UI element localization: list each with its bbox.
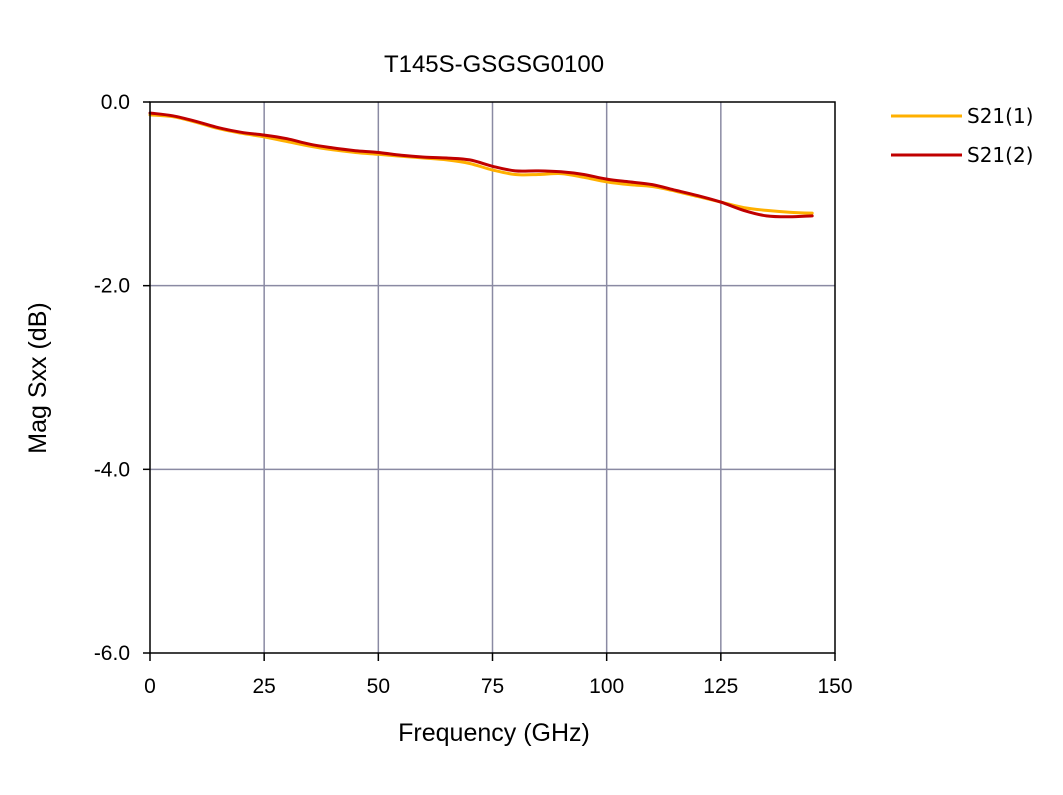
x-tick-label: 50 bbox=[367, 675, 390, 698]
series-line-2 bbox=[148, 111, 814, 219]
y-tick-label: -2.0 bbox=[94, 275, 130, 298]
plot-area-frame bbox=[149, 101, 836, 654]
series-lines bbox=[148, 111, 814, 219]
y-axis-label: Mag Sxx (dB) bbox=[24, 302, 52, 453]
y-tick-label: -6.0 bbox=[94, 642, 130, 665]
x-tick-label: 0 bbox=[144, 675, 156, 698]
y-tick-label: -4.0 bbox=[94, 458, 130, 481]
y-axis-ticks: 0.0 -2.0 -4.0 -6.0 bbox=[94, 91, 150, 665]
x-tick-label: 25 bbox=[252, 675, 275, 698]
x-axis-ticks: 0 25 50 75 100 125 150 bbox=[144, 653, 853, 698]
legend-label-s21-1: S21(1) bbox=[967, 104, 1033, 128]
x-tick-label: 125 bbox=[703, 675, 738, 698]
grid bbox=[150, 102, 835, 653]
x-tick-label: 75 bbox=[481, 675, 504, 698]
legend-label-s21-2: S21(2) bbox=[967, 143, 1033, 167]
chart-title: T145S-GSGSG0100 bbox=[384, 51, 604, 78]
x-tick-label: 150 bbox=[817, 675, 852, 698]
legend-item-s21-1: S21(1) bbox=[891, 104, 1033, 128]
y-tick-label: 0.0 bbox=[101, 91, 130, 114]
legend-item-s21-2: S21(2) bbox=[891, 143, 1033, 167]
legend: S21(1) S21(2) bbox=[891, 104, 1033, 167]
x-tick-label: 100 bbox=[589, 675, 624, 698]
x-axis-label: Frequency (GHz) bbox=[398, 719, 590, 747]
